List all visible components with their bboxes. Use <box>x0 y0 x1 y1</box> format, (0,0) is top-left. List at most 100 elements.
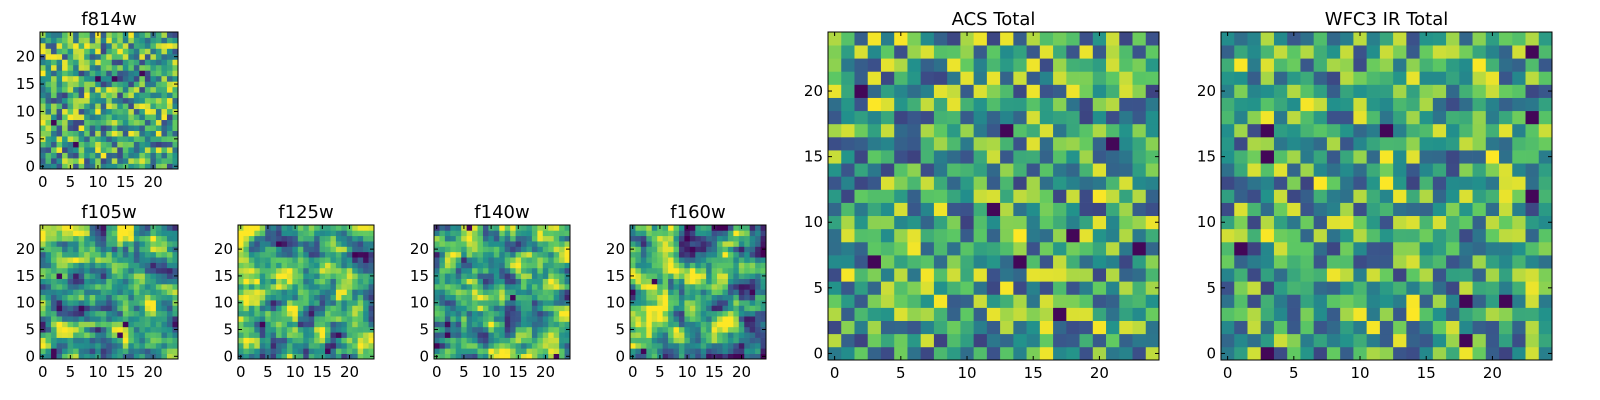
heatmap-cell <box>161 119 168 126</box>
heatmap-cell <box>1340 110 1354 125</box>
heatmap-cell <box>325 251 331 258</box>
heatmap-cell <box>1419 268 1434 282</box>
heatmap-cell <box>122 37 129 44</box>
heatmap-cell <box>40 97 46 104</box>
heatmap-cell <box>1313 71 1328 85</box>
heatmap-cell <box>45 97 52 104</box>
heatmap-cell <box>95 114 102 121</box>
heatmap-cell <box>662 251 669 258</box>
heatmap-cell <box>286 257 293 263</box>
heatmap-cell <box>477 337 484 344</box>
heatmap-cell <box>1472 294 1487 308</box>
heatmap-cell <box>1379 136 1394 151</box>
heatmap-cell <box>243 230 250 237</box>
heatmap-cell <box>504 246 511 253</box>
heatmap-cell <box>542 310 549 317</box>
heatmap-cell <box>1287 97 1301 112</box>
heatmap-cell <box>133 332 140 338</box>
heatmap-cell <box>755 278 761 285</box>
heatmap-cell <box>920 281 935 295</box>
heatmap-cell <box>1525 241 1540 256</box>
heatmap-cell <box>1106 176 1120 190</box>
heatmap-cell <box>434 321 440 328</box>
heatmap-cell <box>510 273 516 279</box>
heatmap-cell <box>1039 294 1054 308</box>
heatmap-cell <box>51 114 57 121</box>
heatmap-cell <box>45 158 52 164</box>
heatmap-cell <box>1313 189 1328 203</box>
heatmap-cell <box>319 283 326 290</box>
heatmap-cell <box>727 305 734 312</box>
heatmap-cell <box>78 158 85 164</box>
heatmap-cell <box>172 337 179 344</box>
heatmap-cell <box>319 262 326 269</box>
heatmap-cell <box>84 278 91 285</box>
heatmap-cell <box>668 241 674 247</box>
heatmap-cell <box>684 337 691 344</box>
heatmap-cell <box>488 332 495 338</box>
heatmap-cell <box>749 316 756 322</box>
heatmap-cell <box>706 262 712 269</box>
heatmap-cell <box>920 333 935 348</box>
heatmap-cell <box>466 332 473 338</box>
heatmap-cell <box>689 321 696 328</box>
heatmap-cell <box>854 176 869 190</box>
heatmap-cell <box>111 130 118 137</box>
heatmap-cell <box>363 294 369 301</box>
heatmap-cell <box>89 75 96 82</box>
heatmap-cell <box>117 337 124 344</box>
heatmap-cell <box>646 289 653 296</box>
heatmap-cell <box>155 97 162 104</box>
heatmap-cell <box>733 326 740 333</box>
heatmap-cell <box>553 353 560 360</box>
heatmap-cell <box>56 337 63 344</box>
heatmap-cell <box>1273 255 1288 269</box>
heatmap-cell <box>630 316 636 322</box>
heatmap-cell <box>73 42 79 49</box>
heatmap-cell <box>106 262 113 269</box>
heatmap-cell <box>1300 163 1315 177</box>
heatmap-cell <box>89 337 96 344</box>
heatmap-cell <box>1273 215 1288 230</box>
heatmap-cell <box>106 158 113 164</box>
heatmap-cell <box>1119 58 1133 72</box>
heatmap-cell <box>521 235 527 242</box>
heatmap-cell <box>947 307 961 321</box>
heatmap-cell <box>1313 123 1328 138</box>
heatmap-cell <box>828 45 842 59</box>
heatmap-cell <box>1499 320 1513 335</box>
heatmap-cell <box>640 235 647 242</box>
heatmap-cell <box>537 300 544 306</box>
heatmap-cell <box>67 103 74 110</box>
heatmap-cell <box>488 294 495 301</box>
heatmap-cell <box>161 86 168 93</box>
heatmap-cell <box>933 281 948 295</box>
heatmap-cell <box>973 136 988 151</box>
heatmap-cell <box>841 307 855 321</box>
heatmap-cell <box>56 48 63 55</box>
heatmap-cell <box>526 225 533 231</box>
heatmap-cell <box>1145 84 1160 98</box>
heatmap-cell <box>673 235 680 242</box>
heatmap-cell <box>95 278 102 285</box>
heatmap-cell <box>504 230 511 237</box>
heatmap-cell <box>537 246 544 253</box>
heatmap-cell <box>537 267 544 274</box>
heatmap-cell <box>286 326 293 333</box>
heatmap-cell <box>1221 189 1235 203</box>
heatmap-cell <box>122 136 129 142</box>
heatmap-cell <box>1353 281 1367 295</box>
heatmap-cell <box>1039 176 1054 190</box>
heatmap-cell <box>1499 32 1513 46</box>
heatmap-cell <box>352 332 359 338</box>
heatmap-cell <box>755 305 761 312</box>
heatmap-cell <box>1353 32 1367 46</box>
heatmap-cell <box>45 152 52 159</box>
heatmap-cell <box>684 289 691 296</box>
heatmap-cell <box>880 71 895 85</box>
heatmap-cell <box>330 230 337 237</box>
y-tick-label: 5 <box>615 321 625 339</box>
heatmap-cell <box>711 278 718 285</box>
heatmap-cell <box>553 300 560 306</box>
heatmap-cell <box>1066 150 1080 164</box>
